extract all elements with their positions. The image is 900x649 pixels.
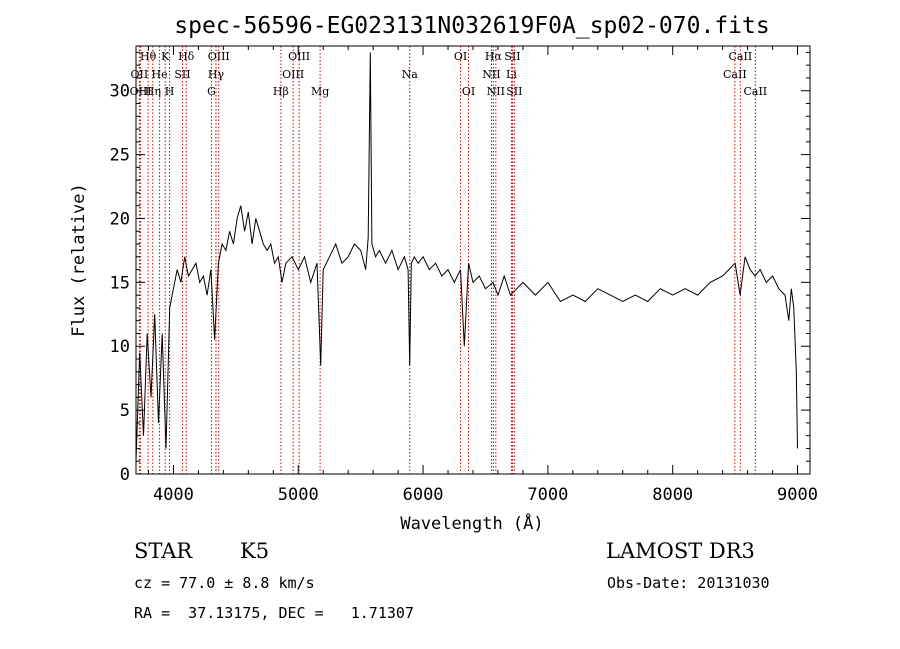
line-label: G bbox=[207, 85, 216, 98]
coordinates: RA = 37.13175, DEC = 1.71307 bbox=[134, 604, 414, 622]
line-label: CaII bbox=[743, 85, 767, 98]
line-label: SII bbox=[504, 50, 520, 63]
y-tick-label: 15 bbox=[110, 273, 130, 293]
line-label: K bbox=[161, 50, 170, 63]
survey-name: LAMOST DR3 bbox=[606, 539, 755, 563]
line-label: Hγ bbox=[208, 68, 225, 81]
chart-title: spec-56596-EG023131N032619F0A_sp02-070.f… bbox=[174, 13, 769, 39]
line-label: OI bbox=[454, 50, 467, 63]
y-axis-label: Flux (relative) bbox=[69, 183, 89, 337]
x-tick-label: 8000 bbox=[652, 485, 693, 505]
line-label: Hβ bbox=[273, 85, 289, 98]
line-label: CaII bbox=[729, 50, 753, 63]
line-label: OIII bbox=[288, 50, 310, 63]
line-label: He bbox=[152, 68, 168, 81]
x-tick-label: 7000 bbox=[527, 485, 568, 505]
line-label: NII bbox=[482, 68, 500, 81]
line-label: OII bbox=[131, 68, 149, 81]
line-label: OIII bbox=[130, 85, 152, 98]
plot-frame bbox=[135, 45, 811, 475]
x-tick-label: 4000 bbox=[153, 485, 194, 505]
x-tick-label: 5000 bbox=[278, 485, 319, 505]
line-label: Hθ bbox=[140, 50, 157, 63]
redshift-velocity: cz = 77.0 ± 8.8 km/s bbox=[134, 574, 315, 592]
y-tick-label: 30 bbox=[110, 82, 130, 102]
line-label: OI bbox=[462, 85, 475, 98]
x-tick-label: 9000 bbox=[777, 485, 818, 505]
line-label: SII bbox=[174, 68, 190, 81]
y-tick-label: 10 bbox=[110, 337, 130, 357]
line-label: Hη bbox=[145, 85, 161, 98]
line-label: Mg bbox=[311, 85, 329, 98]
line-label: SII bbox=[506, 85, 522, 98]
spectrum-line bbox=[135, 52, 798, 462]
observation-date: Obs-Date: 20131030 bbox=[607, 574, 770, 592]
x-axis: 4000 5000 6000 7000 8000 9000 bbox=[147, 46, 818, 505]
object-subclass: K5 bbox=[240, 539, 270, 563]
x-axis-label: Wavelength (Å) bbox=[400, 512, 543, 534]
x-tick-label: 6000 bbox=[403, 485, 444, 505]
line-label: CaII bbox=[723, 68, 747, 81]
line-label: OIII bbox=[282, 68, 304, 81]
object-class: STAR bbox=[134, 539, 193, 563]
line-label: Hδ bbox=[178, 50, 195, 63]
y-tick-label: 25 bbox=[110, 146, 130, 166]
line-label: H bbox=[165, 85, 175, 98]
spectrum-series bbox=[135, 52, 798, 462]
line-label: Na bbox=[402, 68, 419, 81]
line-label: Li bbox=[506, 68, 517, 81]
line-label: Hα bbox=[485, 50, 503, 63]
y-tick-label: 0 bbox=[120, 465, 130, 485]
line-label: OIII bbox=[208, 50, 230, 63]
y-tick-label: 5 bbox=[120, 401, 130, 421]
y-tick-label: 20 bbox=[110, 209, 130, 229]
line-label: NII bbox=[487, 85, 505, 98]
y-axis: 0 5 10 15 20 25 30 bbox=[110, 51, 810, 485]
spectrum-chart: spec-56596-EG023131N032619F0A_sp02-070.f… bbox=[69, 13, 818, 534]
spectral-line-markers bbox=[138, 46, 756, 474]
